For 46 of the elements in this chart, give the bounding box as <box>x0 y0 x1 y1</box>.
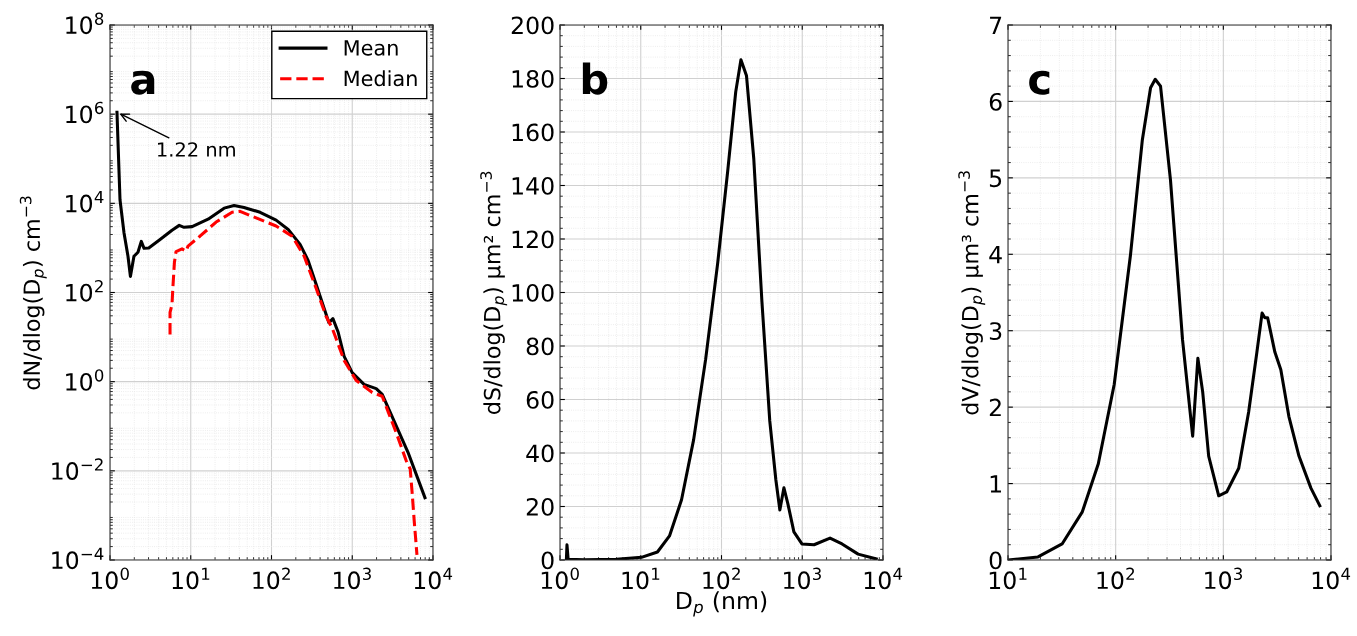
x-tick-label: 10$^{2}$ <box>1097 567 1135 590</box>
y-tick-label: 10$^{8}$ <box>66 12 104 35</box>
y-tick-label: 180 <box>512 69 554 88</box>
y-tick-label: 5 <box>989 169 1002 188</box>
y-axis-title: dV/dlog(D$_{p}$) μm³ cm$^{−3}$ <box>958 171 986 415</box>
y-tick-label: 160 <box>512 123 554 142</box>
y-tick-label: 20 <box>526 497 554 516</box>
y-tick-label: 10$^{−2}$ <box>52 458 103 480</box>
x-axis-title: D$_{p}$ (nm) <box>677 591 767 617</box>
annotation: a <box>131 70 155 95</box>
y-axis-title: dS/dlog(D$_{p}$) μm² cm$^{−3}$ <box>480 171 508 414</box>
legend-label: Mean <box>344 40 398 56</box>
y-tick-label: 60 <box>526 390 554 409</box>
y-tick-label: 3 <box>989 322 1002 341</box>
y-tick-label: 120 <box>512 230 554 249</box>
y-tick-label: 80 <box>526 337 554 356</box>
x-tick-label: 10$^{2}$ <box>703 567 740 590</box>
y-tick-label: 100 <box>512 283 554 302</box>
x-tick-label: 10$^{3}$ <box>1205 567 1243 590</box>
x-tick-label: 10$^{4}$ <box>1312 567 1351 590</box>
annotation: 1.22 nm <box>158 142 235 157</box>
x-tick-label: 10$^{4}$ <box>864 567 903 590</box>
y-tick-label: 10$^{4}$ <box>66 191 104 213</box>
annotation: b <box>582 62 608 95</box>
y-tick-label: 140 <box>512 176 554 195</box>
legend-label: Median <box>344 70 417 87</box>
x-tick-label: 10$^{3}$ <box>334 567 371 590</box>
x-tick-label: 10$^{3}$ <box>784 567 821 590</box>
y-tick-label: 4 <box>989 246 1002 264</box>
y-tick-label: 7 <box>990 16 1002 34</box>
y-tick-label: 6 <box>989 92 1002 111</box>
y-tick-label: 10$^{2}$ <box>66 279 103 302</box>
y-axis-title: dN/dlog(D$_{p}$) cm$^{−3}$ <box>19 196 47 390</box>
x-tick-label: 10$^{1}$ <box>172 567 210 590</box>
y-tick-label: 10$^{0}$ <box>66 369 104 391</box>
x-tick-label: 10$^{1}$ <box>622 567 660 590</box>
annotation: c <box>1029 70 1050 95</box>
y-tick-label: 40 <box>526 444 554 463</box>
y-tick-label: 2 <box>989 398 1001 417</box>
x-tick-label: 10$^{4}$ <box>414 567 453 590</box>
y-tick-label: 10$^{−4}$ <box>52 547 104 570</box>
y-tick-label: 200 <box>511 16 554 35</box>
x-tick-label: 10$^{2}$ <box>253 567 290 590</box>
y-tick-label: 10$^{6}$ <box>66 101 104 124</box>
y-tick-label: 1 <box>990 475 1001 493</box>
x-tick-label: 10$^{0}$ <box>91 567 129 590</box>
